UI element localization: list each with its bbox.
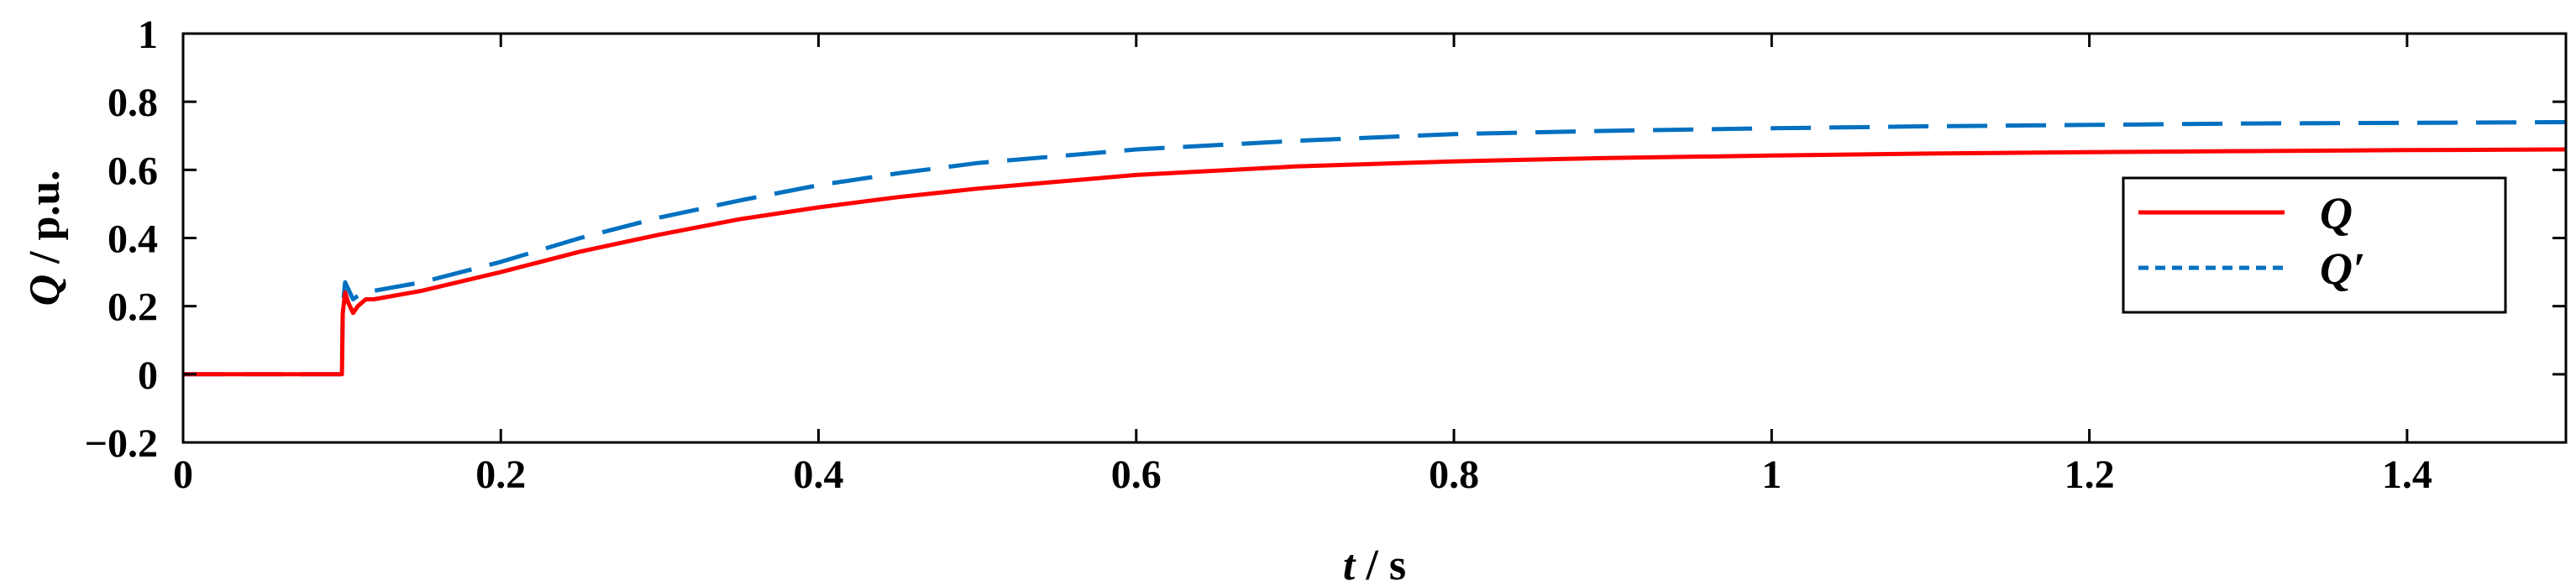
legend-box — [2122, 176, 2507, 314]
x-tick-label: 0.8 — [1429, 453, 1479, 497]
x-tick-label: 0 — [173, 453, 193, 497]
legend-label-q: Q — [2320, 188, 2353, 238]
x-tick-label: 0.6 — [1111, 453, 1162, 497]
y-tick-label: 0 — [138, 353, 158, 398]
y-tick-label: −0.2 — [85, 421, 158, 466]
x-tick-label: 1.2 — [2064, 453, 2115, 497]
ticks-layer — [181, 32, 2566, 444]
x-tick-label: 1 — [1761, 453, 1781, 497]
x-tick-label: 1.4 — [2382, 453, 2432, 497]
legend-prime-q-prime: ′ — [2353, 243, 2365, 294]
x-axis-label: t / s — [1343, 542, 1406, 586]
y-tick-label: 1 — [138, 13, 158, 57]
legend-symbol-q: Q — [2320, 188, 2353, 238]
legend-symbol-q-prime: Q — [2320, 243, 2353, 294]
y-axis-label: Q / p.u. — [21, 170, 69, 306]
y-tick-label: 0.2 — [108, 285, 158, 330]
series-line-q-prime — [183, 120, 2567, 377]
legend: Q Q′ — [2122, 176, 2507, 314]
y-tick-label: 0.8 — [108, 81, 158, 125]
y-axis-unit: / p.u. — [21, 170, 69, 275]
series-layer — [183, 120, 2567, 377]
y-tick-label: 0.4 — [108, 217, 158, 262]
legend-label-q-prime: Q′ — [2320, 243, 2365, 294]
x-tick-labels: 0 0.2 0.4 0.6 0.8 1 1.2 1.4 — [173, 453, 2432, 497]
x-axis-symbol: t — [1343, 542, 1356, 586]
y-tick-labels: −0.2 0 0.2 0.4 0.6 0.8 1 — [85, 13, 158, 466]
series-line-q — [183, 147, 2567, 377]
y-axis-symbol: Q — [21, 275, 69, 306]
x-tick-label: 0.2 — [475, 453, 526, 497]
x-axis-unit: / s — [1355, 542, 1406, 586]
x-tick-label: 0.4 — [794, 453, 844, 497]
y-tick-label: 0.6 — [108, 149, 158, 193]
